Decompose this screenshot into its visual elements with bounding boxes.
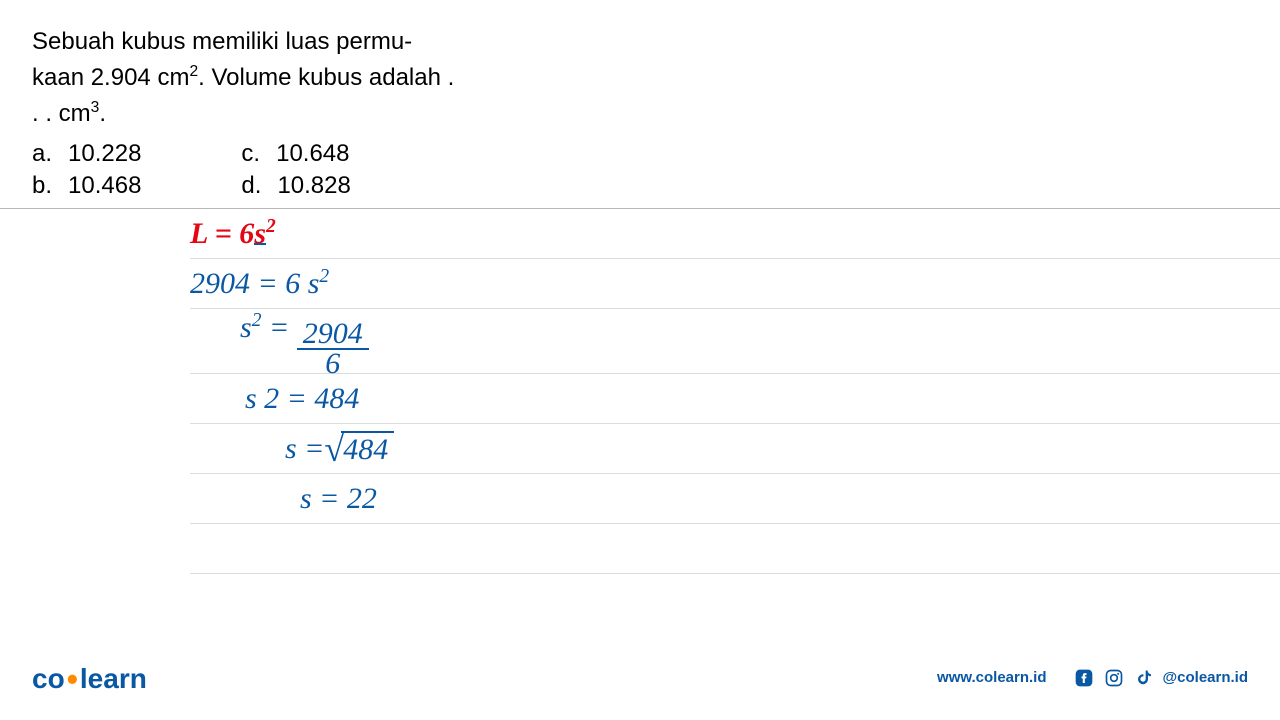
q-line3b: . xyxy=(99,100,106,127)
option-a: a. 10.228 xyxy=(32,140,141,168)
footer-handle: @colearn.id xyxy=(1163,669,1248,686)
handwritten-work: L = 6s2 2904 = 6 s2 s2 = 2904 6 s 2 = 48… xyxy=(0,209,1280,574)
q-line1: Sebuah kubus memiliki luas permu- xyxy=(32,28,412,55)
question-text: Sebuah kubus memiliki luas permu- kaan 2… xyxy=(32,24,532,132)
brand-logo: co•learn xyxy=(32,659,147,696)
instagram-icon xyxy=(1103,667,1125,689)
footer: co•learn www.colearn.id @colearn.id xyxy=(0,659,1280,696)
work-line-1: L = 6s2 xyxy=(190,216,276,251)
option-b-letter: b. xyxy=(32,172,52,200)
footer-url: www.colearn.id xyxy=(937,669,1046,686)
option-a-val: 10.228 xyxy=(68,140,141,168)
option-c: c. 10.648 xyxy=(241,140,350,168)
q-line2b: . Volume kubus adalah . xyxy=(198,64,454,91)
option-c-letter: c. xyxy=(241,140,260,168)
work-line-4: s 2 = 484 xyxy=(190,382,359,416)
q-line2-sup: 2 xyxy=(189,63,198,80)
option-a-letter: a. xyxy=(32,140,52,168)
option-b-val: 10.468 xyxy=(68,172,141,200)
social-icons: @colearn.id xyxy=(1073,667,1248,689)
logo-co: co xyxy=(32,663,65,694)
work-line-3: s2 = 2904 6 xyxy=(190,310,369,373)
q-line2a: kaan 2.904 cm xyxy=(32,64,189,91)
work-line-2: 2904 = 6 s2 xyxy=(190,266,329,301)
option-c-val: 10.648 xyxy=(276,140,349,168)
q-line3a: . . cm xyxy=(32,100,91,127)
option-d: d. 10.828 xyxy=(241,172,350,200)
work-line-5: s = √484 xyxy=(190,428,394,470)
option-b: b. 10.468 xyxy=(32,172,141,200)
option-d-letter: d. xyxy=(241,172,261,200)
logo-learn: learn xyxy=(80,663,147,694)
option-d-val: 10.828 xyxy=(277,172,350,200)
tiktok-icon xyxy=(1133,667,1155,689)
logo-dot-icon: • xyxy=(65,661,80,697)
work-line-6: s = 22 xyxy=(190,482,377,516)
options-block: a. 10.228 b. 10.468 c. 10.648 d. 10.828 xyxy=(32,140,1248,200)
facebook-icon xyxy=(1073,667,1095,689)
